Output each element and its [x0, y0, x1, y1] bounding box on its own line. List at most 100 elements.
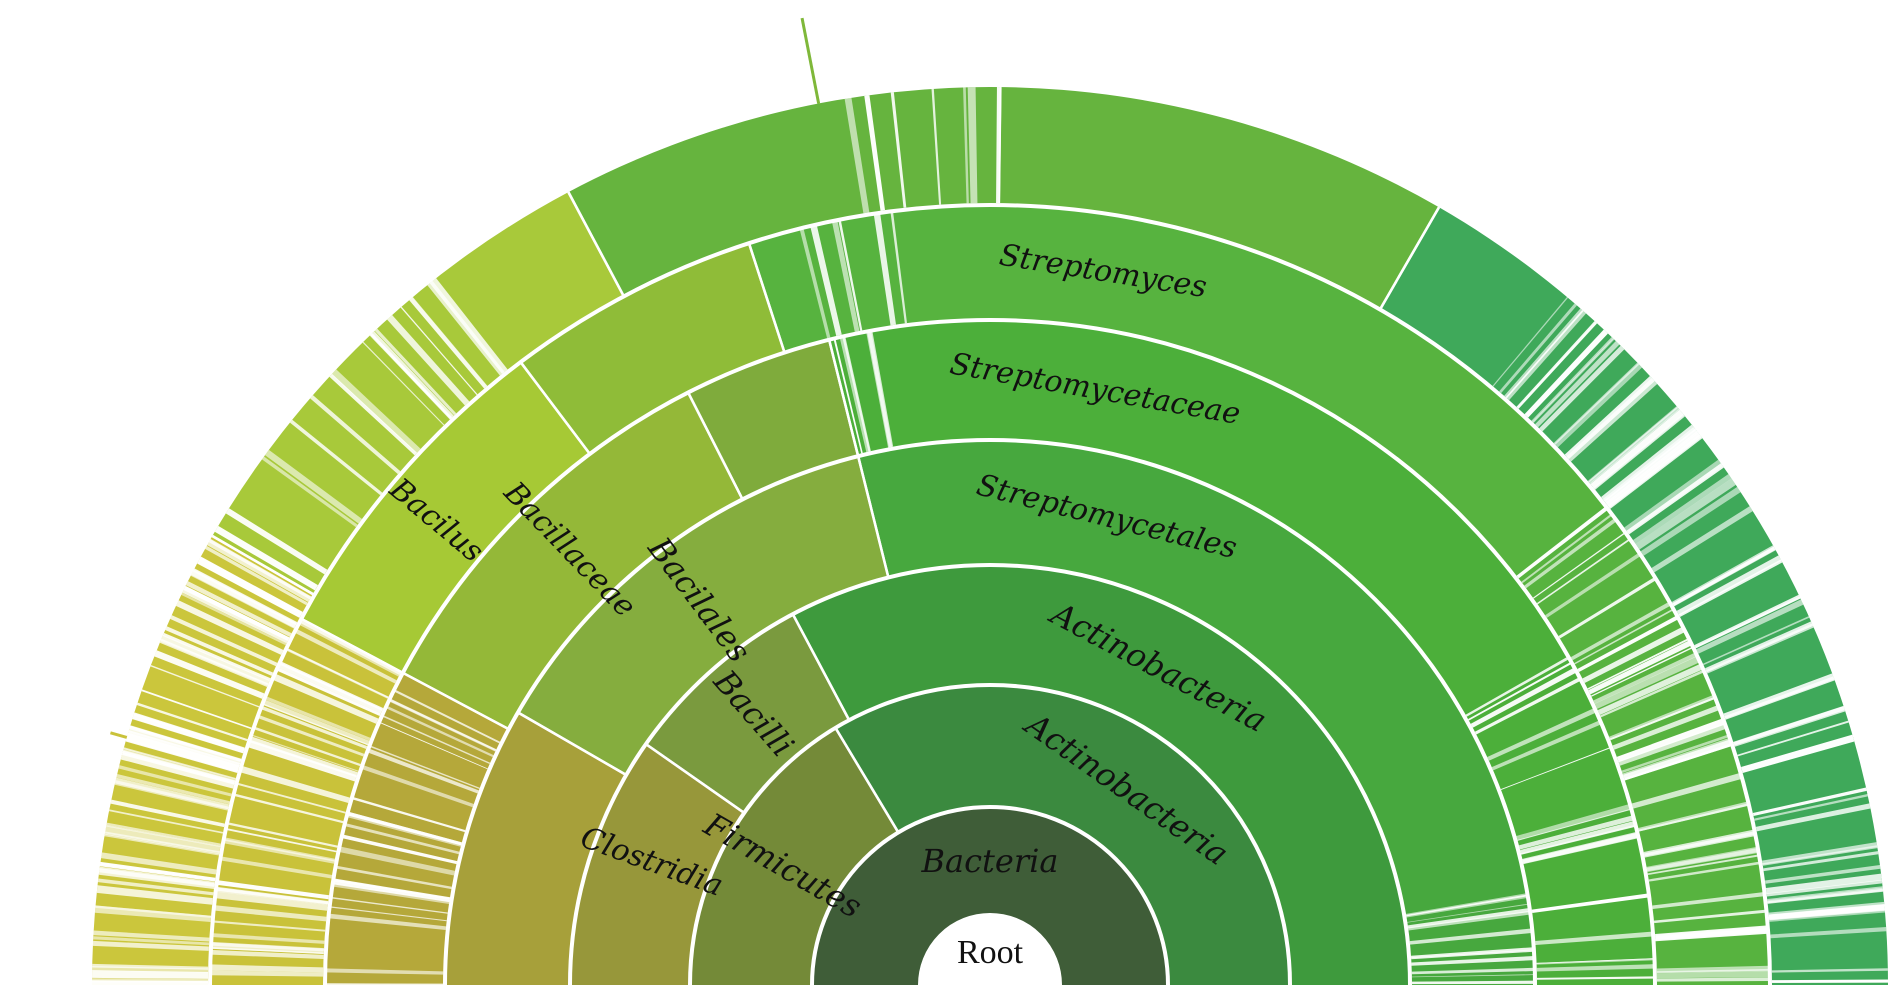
- detail-stripe: [1763, 851, 1879, 872]
- detail-stripe: [165, 626, 274, 676]
- detail-stripe: [289, 419, 383, 496]
- detail-stripe: [261, 456, 358, 528]
- detail-stripe: [1411, 974, 1535, 978]
- detail-stripe: [1517, 808, 1632, 841]
- detail-stripe: [329, 373, 418, 456]
- detail-stripe: [387, 314, 470, 406]
- detail-stripe: [344, 822, 460, 855]
- detail-stripe: [310, 395, 401, 475]
- detail-stripe: [1624, 459, 1724, 534]
- detail-stripe: [210, 949, 324, 959]
- detail-stripe: [1724, 676, 1835, 719]
- detail-stripe: [233, 793, 344, 824]
- detail-stripe: [92, 965, 209, 973]
- detail-stripe: [150, 664, 260, 708]
- detail-stripe: [1536, 964, 1655, 972]
- detail-stripe: [1764, 865, 1881, 884]
- detail-stripe: [175, 600, 284, 655]
- detail-stripe: [1594, 655, 1701, 709]
- detail-stripe: [110, 799, 225, 828]
- detail-stripe: [214, 525, 318, 591]
- detail-stripe: [1635, 478, 1736, 550]
- ring-separator: [443, 438, 1537, 986]
- detail-stripe: [1411, 980, 1535, 985]
- detail-stripe: [351, 796, 466, 833]
- outer-green-segment: [568, 87, 1439, 310]
- detail-stripe: [1558, 576, 1657, 639]
- detail-stripe: [1624, 742, 1733, 781]
- detail-stripe: [276, 667, 381, 716]
- detail-stripe: [1536, 538, 1631, 605]
- detail-stripe: [1604, 429, 1698, 504]
- detail-stripe: [1516, 506, 1609, 579]
- clostridia-order-segment: [445, 712, 627, 985]
- detail-stripe: [298, 620, 401, 677]
- detail-stripe: [127, 727, 241, 767]
- detail-stripe: [1741, 734, 1855, 773]
- radial-separator: [517, 711, 627, 777]
- detail-stripe: [873, 212, 897, 326]
- radial-separator: [827, 339, 860, 457]
- detail-stripe: [210, 942, 324, 952]
- detail-stripe: [262, 699, 370, 746]
- detail-stripe: [1574, 608, 1674, 665]
- detail-stripe: [890, 92, 907, 208]
- detail-stripe: [125, 733, 240, 773]
- detail-stripe: [106, 824, 221, 848]
- detail-stripe: [1618, 722, 1727, 766]
- ring-separator: [568, 563, 1412, 986]
- radial-separator: [211, 534, 316, 597]
- detail-stripe: [362, 341, 445, 426]
- detail-stripe: [1762, 845, 1878, 865]
- detail-stripe: [250, 734, 359, 772]
- detail-stripe: [1524, 329, 1608, 418]
- detail-stripe: [1468, 661, 1573, 721]
- bacilales-segment: [518, 456, 889, 775]
- detail-stripe: [264, 695, 371, 741]
- detail-stripe: [1655, 925, 1769, 940]
- detail-stripe: [381, 714, 491, 765]
- detail-stripe: [393, 689, 501, 744]
- root-center: [932, 927, 1048, 985]
- bacilales-other-segment: [688, 339, 859, 500]
- detail-stripe: [1564, 376, 1655, 460]
- detail-stripe: [1516, 803, 1632, 841]
- detail-stripe: [1588, 406, 1680, 484]
- detail-stripe: [1545, 552, 1642, 618]
- detail-stripe: [272, 673, 379, 724]
- detail-stripe: [1633, 474, 1732, 544]
- detail-stripe: [1621, 734, 1730, 773]
- bacillaceae-other-segment: [520, 243, 785, 454]
- detail-stripe: [257, 714, 365, 757]
- detail-stripe: [330, 896, 448, 914]
- detail-stripe: [1656, 977, 1770, 982]
- radial-separator: [402, 671, 510, 731]
- detail-stripe: [1597, 663, 1704, 715]
- detail-stripe: [385, 705, 494, 758]
- detail-stripe: [264, 449, 363, 524]
- detail-stripe: [1577, 615, 1679, 673]
- detail-stripe: [1407, 903, 1530, 923]
- detail-stripe: [1672, 546, 1776, 606]
- detail-stripe: [1767, 886, 1883, 901]
- detail-stripe: [1607, 434, 1701, 507]
- detail-stripe: [97, 878, 214, 896]
- detail-stripe: [1609, 696, 1716, 741]
- detail-stripe: [247, 740, 357, 782]
- detail-stripe: [864, 95, 886, 211]
- detail-stripe: [1590, 646, 1694, 697]
- detail-stripe: [132, 714, 245, 754]
- detail-stripe: [1733, 706, 1845, 746]
- detail-stripe: [1474, 677, 1582, 735]
- detail-stripe: [1653, 909, 1767, 924]
- detail-stripe: [1755, 803, 1871, 832]
- detail-stripe: [1408, 910, 1531, 931]
- detail-stripe: [101, 852, 217, 875]
- detail-stripe: [333, 878, 451, 900]
- detail-stripe: [120, 752, 235, 789]
- detail-stripe: [1652, 892, 1765, 909]
- detail-stripe: [1765, 873, 1882, 895]
- detail-stripe: [1601, 424, 1696, 502]
- firmicutes-segment: [690, 727, 899, 985]
